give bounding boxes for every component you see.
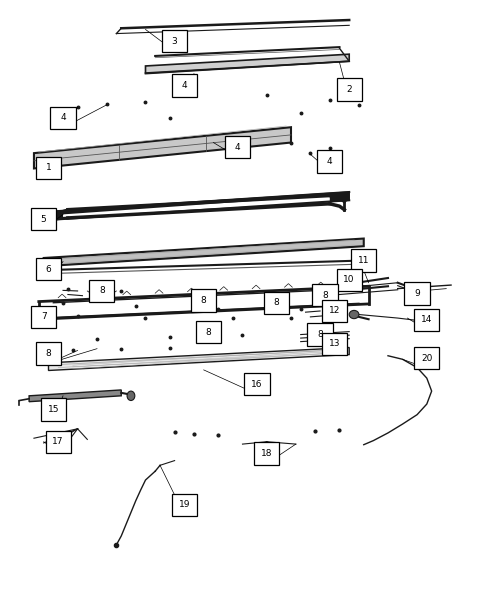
FancyBboxPatch shape [321, 300, 347, 322]
FancyBboxPatch shape [254, 442, 279, 465]
Text: 12: 12 [328, 306, 340, 316]
Text: 13: 13 [328, 339, 340, 349]
FancyBboxPatch shape [36, 157, 61, 179]
Text: 4: 4 [181, 81, 187, 90]
FancyBboxPatch shape [321, 333, 347, 355]
Polygon shape [145, 54, 348, 74]
FancyBboxPatch shape [191, 289, 216, 312]
Polygon shape [44, 192, 348, 220]
Text: 17: 17 [52, 437, 64, 446]
Text: 8: 8 [321, 290, 327, 300]
FancyBboxPatch shape [350, 249, 376, 272]
FancyBboxPatch shape [404, 282, 429, 305]
FancyBboxPatch shape [162, 30, 187, 52]
Text: 4: 4 [326, 157, 332, 166]
Ellipse shape [332, 308, 346, 319]
FancyBboxPatch shape [336, 78, 361, 101]
FancyBboxPatch shape [413, 347, 439, 369]
Polygon shape [29, 390, 121, 402]
Text: 8: 8 [273, 298, 279, 307]
FancyBboxPatch shape [31, 306, 56, 328]
FancyBboxPatch shape [36, 258, 61, 280]
FancyBboxPatch shape [336, 269, 361, 291]
Text: 8: 8 [200, 296, 206, 305]
FancyBboxPatch shape [312, 284, 337, 306]
Text: 19: 19 [178, 500, 190, 509]
Text: 8: 8 [45, 349, 51, 358]
Text: 10: 10 [343, 275, 354, 284]
Polygon shape [63, 196, 329, 222]
Text: 15: 15 [47, 405, 59, 414]
Polygon shape [44, 239, 363, 266]
FancyBboxPatch shape [263, 292, 288, 314]
FancyBboxPatch shape [36, 342, 61, 365]
Text: 20: 20 [420, 353, 432, 363]
Text: 8: 8 [205, 327, 211, 337]
Text: 8: 8 [99, 286, 105, 296]
Text: 6: 6 [45, 264, 51, 274]
FancyBboxPatch shape [307, 323, 332, 346]
Text: 18: 18 [260, 449, 272, 458]
FancyBboxPatch shape [225, 136, 250, 158]
Text: 14: 14 [420, 315, 432, 325]
FancyBboxPatch shape [413, 309, 439, 331]
Text: 9: 9 [413, 289, 419, 298]
FancyBboxPatch shape [171, 494, 197, 516]
FancyBboxPatch shape [196, 321, 221, 343]
Text: 4: 4 [60, 113, 66, 123]
Text: 8: 8 [317, 330, 322, 339]
Text: 1: 1 [45, 163, 51, 173]
FancyBboxPatch shape [89, 280, 114, 302]
Ellipse shape [348, 310, 358, 319]
FancyBboxPatch shape [317, 150, 342, 173]
FancyBboxPatch shape [50, 107, 76, 129]
Text: 2: 2 [346, 85, 351, 94]
FancyBboxPatch shape [171, 74, 197, 97]
FancyBboxPatch shape [31, 208, 56, 230]
Text: 16: 16 [251, 379, 262, 389]
Polygon shape [48, 348, 348, 370]
FancyBboxPatch shape [45, 431, 71, 453]
Polygon shape [34, 127, 290, 168]
FancyBboxPatch shape [244, 373, 269, 395]
Text: 11: 11 [357, 256, 369, 265]
Text: 5: 5 [41, 214, 46, 224]
FancyBboxPatch shape [41, 398, 66, 421]
Text: 4: 4 [234, 143, 240, 152]
Text: 7: 7 [41, 312, 46, 322]
Circle shape [127, 391, 135, 401]
Text: 3: 3 [171, 37, 177, 46]
